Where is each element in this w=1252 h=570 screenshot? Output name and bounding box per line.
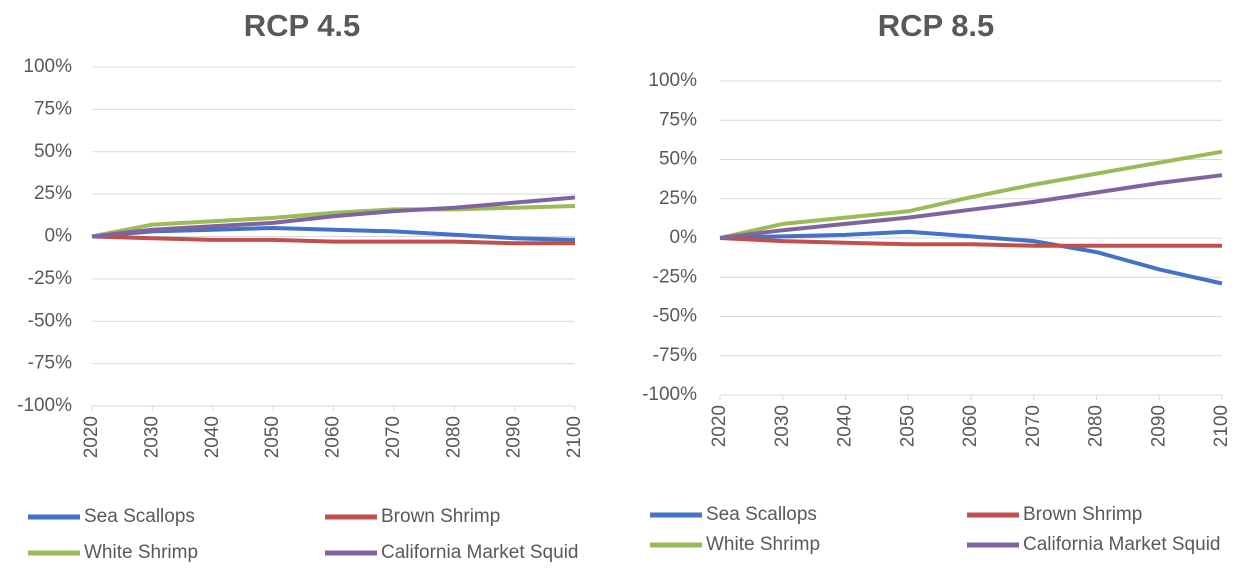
legend-label: Brown Shrimp: [1023, 504, 1142, 525]
x-tick-label: 2100: [1211, 405, 1232, 447]
x-tick-label: 2080: [443, 416, 464, 458]
y-tick-label: -100%: [642, 384, 697, 405]
legend-label: Brown Shrimp: [381, 506, 500, 527]
chart-title: RCP 8.5: [878, 8, 995, 43]
legend-label: White Shrimp: [84, 542, 198, 563]
y-tick-label: 100%: [648, 70, 697, 91]
y-tick-label: -50%: [653, 306, 697, 327]
x-tick-label: 2020: [81, 416, 102, 458]
y-tick-label: -25%: [28, 268, 72, 289]
y-tick-label: 0%: [670, 227, 698, 248]
y-tick-label: 75%: [659, 109, 697, 130]
x-tick-label: 2060: [960, 405, 981, 447]
y-tick-label: 25%: [34, 183, 72, 204]
x-tick-label: 2050: [262, 416, 283, 458]
legend-label: California Market Squid: [1023, 534, 1220, 555]
x-tick-label: 2050: [897, 405, 918, 447]
series-line: [91, 226, 576, 242]
y-tick-label: 75%: [34, 98, 72, 119]
x-tick-label: 2040: [202, 416, 223, 458]
x-tick-label: 2100: [564, 416, 585, 458]
y-tick-label: 0%: [45, 226, 73, 247]
y-tick-label: -50%: [28, 310, 72, 331]
y-tick-label: -25%: [653, 266, 697, 287]
legend-label: Sea Scallops: [706, 504, 817, 525]
x-tick-label: 2030: [141, 416, 162, 458]
x-tick-label: 2070: [383, 416, 404, 458]
series-line: [719, 229, 1223, 286]
x-tick-label: 2090: [504, 416, 525, 458]
y-tick-label: 100%: [23, 56, 72, 77]
x-tick-label: 2040: [835, 405, 856, 447]
y-tick-label: 50%: [34, 141, 72, 162]
x-tick-label: 2030: [772, 405, 793, 447]
y-tick-label: -75%: [653, 345, 697, 366]
y-tick-label: 25%: [659, 188, 697, 209]
x-tick-label: 2070: [1023, 405, 1044, 447]
series-line: [719, 173, 1223, 240]
series-line: [719, 149, 1223, 240]
y-tick-label: 50%: [659, 149, 697, 170]
x-tick-label: 2060: [323, 416, 344, 458]
chart-title: RCP 4.5: [244, 8, 361, 43]
legend-label: California Market Squid: [381, 542, 578, 563]
series-line: [91, 195, 576, 239]
legend-label: Sea Scallops: [84, 506, 195, 527]
series-line: [719, 236, 1222, 248]
x-tick-label: 2080: [1086, 405, 1107, 447]
legend-label: White Shrimp: [706, 534, 820, 555]
series-line: [91, 204, 576, 239]
y-tick-label: -100%: [17, 395, 72, 416]
x-tick-label: 2020: [709, 405, 730, 447]
series-line: [91, 234, 575, 246]
y-tick-label: -75%: [28, 353, 72, 374]
x-tick-label: 2090: [1148, 405, 1169, 447]
